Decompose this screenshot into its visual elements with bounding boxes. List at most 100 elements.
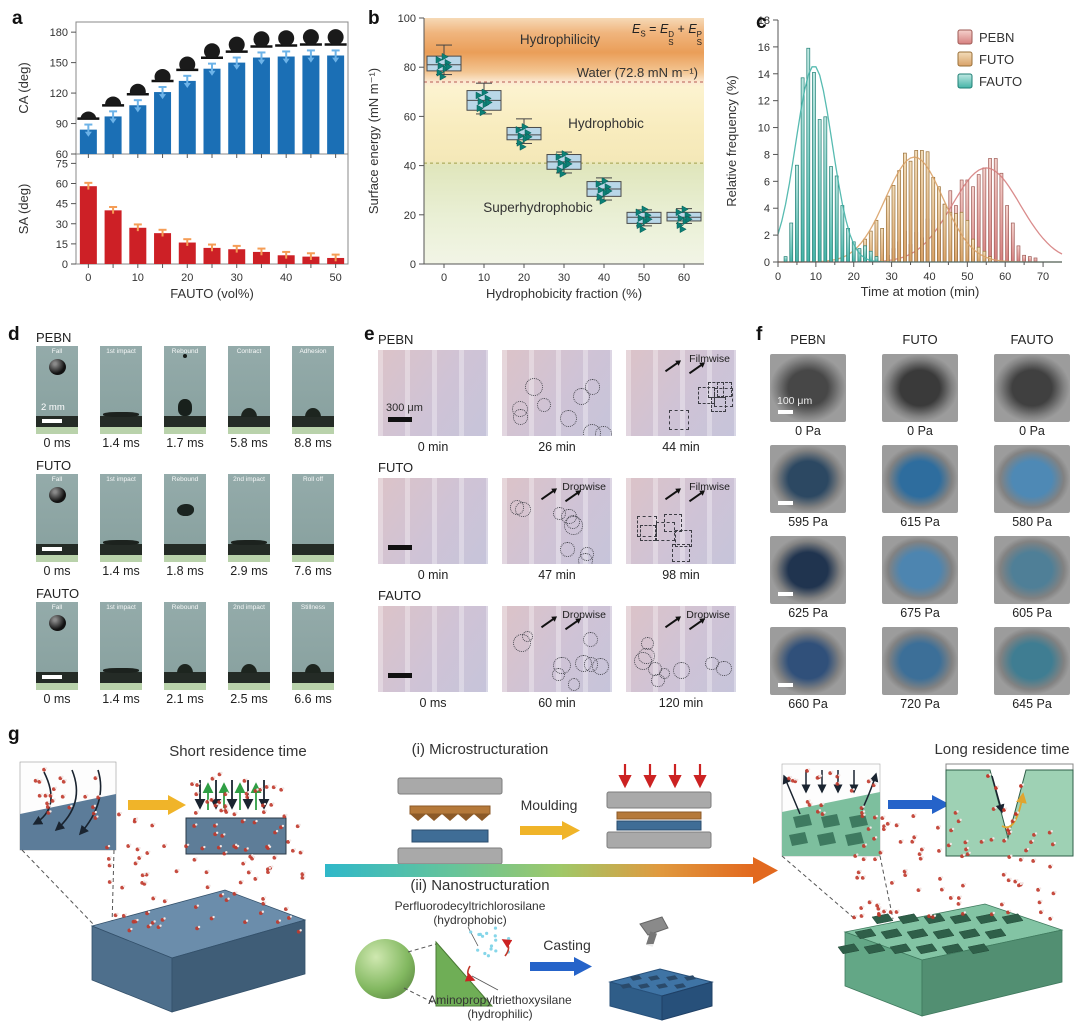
- impact-frame: 2nd impact: [228, 602, 270, 690]
- condensate-drop-outline: [715, 660, 732, 677]
- y-tick-label: 12: [758, 96, 770, 108]
- water-molecule: [1010, 854, 1013, 857]
- surface-band: [228, 544, 270, 555]
- water-molecule: [245, 919, 249, 922]
- panel-c-ylabel: Relative frequency (%): [724, 75, 739, 207]
- water-molecule: [933, 914, 937, 917]
- ca-error-cap: [84, 131, 92, 137]
- x-tick-label: 0: [441, 272, 447, 284]
- water-molecule: [143, 872, 146, 876]
- rebounding-droplet: [178, 399, 192, 417]
- condensate-drop-outline: [560, 508, 577, 525]
- zoom-connector: [111, 849, 115, 927]
- nanostructuration-label: (ii) Nanostructuration: [410, 877, 549, 894]
- water-molecule: [225, 850, 228, 854]
- scale-bar: [388, 673, 412, 678]
- legend-swatch-fauto: [957, 73, 973, 89]
- x-tick-label: 60: [678, 272, 690, 284]
- film-patch-outline: [714, 387, 734, 407]
- panel-a-xlabel: FAUTO (vol%): [170, 286, 254, 301]
- nanoparticle-sphere: [355, 939, 415, 999]
- condensate-drop-outline: [582, 632, 598, 648]
- pressure-label: 0 Pa: [795, 424, 821, 438]
- water-molecule: [962, 853, 966, 857]
- water-molecule: [951, 895, 955, 898]
- water-molecule: [1016, 878, 1019, 882]
- water-molecule: [1053, 841, 1057, 845]
- water-molecule: [54, 786, 58, 789]
- data-point: [605, 187, 613, 195]
- condensate-drop-outline: [651, 673, 665, 688]
- ground-strip: [292, 554, 334, 562]
- scale-bar-label: 2 mm: [41, 401, 65, 413]
- water-molecule: [1008, 909, 1012, 913]
- y-tick-label: 100: [398, 13, 416, 25]
- impact-frame: Fall 2 mm: [36, 346, 78, 434]
- silane-molecule: [507, 936, 511, 941]
- data-point: [597, 186, 605, 194]
- panel-f-label: f: [756, 324, 763, 345]
- water-molecule: [982, 839, 985, 842]
- water-molecule: [263, 896, 267, 899]
- water-molecule: [275, 829, 279, 833]
- pressure-label: 595 Pa: [788, 515, 828, 529]
- surface-band: [164, 544, 206, 555]
- frame-time: 2.5 ms: [230, 692, 268, 706]
- falling-droplet: [48, 615, 66, 632]
- water-molecule: [1040, 899, 1043, 903]
- water-molecule: [159, 924, 162, 927]
- water-molecule: [212, 797, 215, 800]
- data-point: [645, 215, 653, 224]
- panel-e-condensation-micrographs: PEBN 300 μm 0 min 26 min Filmwise 44 min FUTO 0…: [358, 318, 736, 714]
- hist-bar-pebn: [993, 158, 998, 263]
- ca-bar: [277, 56, 295, 155]
- water-molecule: [968, 851, 971, 854]
- short-residence-label: Short residence time: [169, 743, 307, 760]
- y-tick-label: 8: [764, 149, 770, 161]
- data-point: [445, 62, 453, 71]
- silane-molecule: [480, 934, 485, 938]
- water-molecule: [268, 866, 272, 870]
- pressure-label: 660 Pa: [788, 697, 828, 711]
- water-molecule: [1041, 909, 1045, 913]
- hist-bar-futo: [880, 228, 884, 263]
- hist-bar-pebn: [1005, 205, 1009, 263]
- legend-label-futo: FUTO: [979, 52, 1014, 67]
- micrograph-image: [502, 350, 612, 436]
- condensate-drop-outline: [553, 656, 571, 675]
- film-patch-outline: [639, 524, 657, 541]
- water-molecule: [1031, 839, 1035, 842]
- water-molecule: [249, 869, 252, 873]
- droplet-icon: [302, 29, 319, 45]
- silane-molecule: [494, 949, 498, 953]
- water-molecule: [275, 855, 278, 858]
- casting-label: Casting: [543, 937, 590, 953]
- pressure-label: 645 Pa: [1012, 697, 1052, 711]
- scale-bar: [778, 592, 793, 596]
- film-patch-outline: [717, 381, 733, 397]
- y-tick-label: 6: [764, 176, 770, 188]
- mould-layer: [409, 805, 491, 815]
- water-molecule: [192, 781, 196, 784]
- surface-band: [164, 416, 206, 427]
- airborne-droplet: [177, 503, 194, 516]
- condensate-drop-outline: [559, 410, 577, 428]
- block-cavity: [1001, 913, 1024, 925]
- water-molecule: [1038, 887, 1042, 890]
- ca-ytick-label: 90: [56, 119, 68, 131]
- cavity-opening: [817, 832, 836, 846]
- micrograph-time: 26 min: [538, 440, 576, 454]
- frame-time: 6.6 ms: [294, 692, 332, 706]
- droplet-icon: [204, 43, 220, 58]
- water-molecule: [852, 788, 855, 791]
- hist-bar-fauto: [783, 256, 788, 263]
- impact-frame: Stillness: [292, 602, 334, 690]
- data-point: [439, 72, 447, 81]
- sa-ytick-label: 0: [62, 259, 68, 271]
- x-tick-label: 60: [999, 271, 1011, 283]
- water-molecule: [891, 909, 894, 912]
- water-molecule: [864, 856, 867, 860]
- ground-strip: [164, 426, 206, 434]
- panel-g-label: g: [8, 724, 20, 745]
- condensate-drop-outline: [633, 651, 652, 670]
